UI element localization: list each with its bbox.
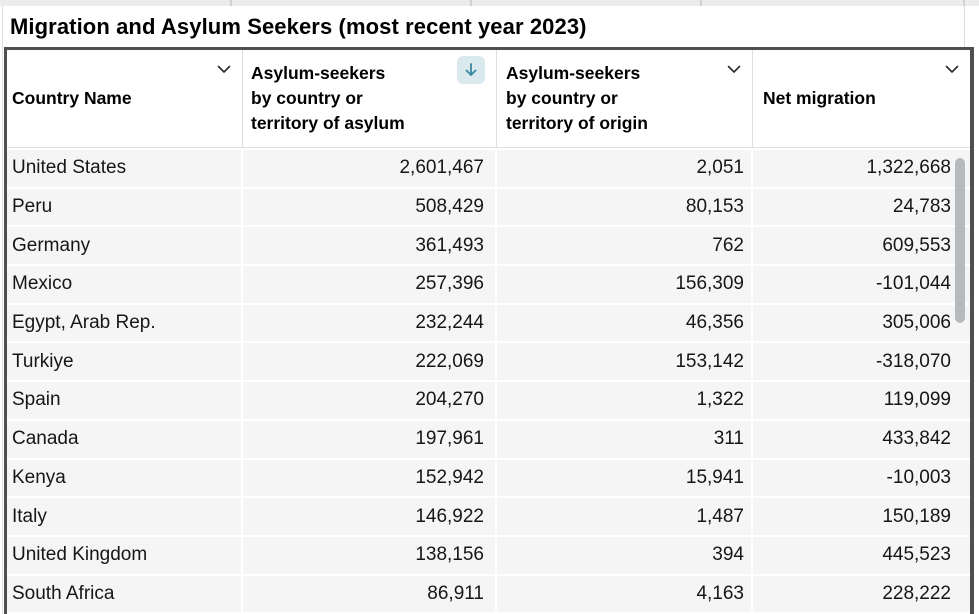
value-cell[interactable]: 156,309 [497,266,753,303]
value-cell[interactable]: 150,189 [753,498,970,535]
column-header-net-migration[interactable]: Net migration [753,50,970,147]
value-cell[interactable]: 24,783 [753,188,970,226]
value-cell[interactable]: 232,244 [243,304,497,342]
column-label: Asylum-seekers by country or territory o… [506,63,648,133]
column-label: Net migration [763,88,876,109]
value-cell[interactable]: 2,601,467 [243,150,497,187]
value-cell[interactable]: 257,396 [243,266,497,303]
value-cell[interactable]: 146,922 [243,498,497,535]
chevron-down-icon[interactable] [725,60,743,78]
country-cell[interactable]: Peru [7,188,243,226]
sort-descending-icon[interactable] [457,56,485,84]
chevron-down-icon[interactable] [943,60,961,78]
value-cell[interactable]: 222,069 [243,343,497,381]
value-cell[interactable]: 197,961 [243,420,497,458]
value-cell[interactable]: 508,429 [243,188,497,226]
table-body: United States 2,601,467 2,051 1,322,668 Peru… [7,150,970,613]
value-cell[interactable]: 228,222 [753,575,970,613]
value-cell[interactable]: 119,099 [753,382,970,419]
value-cell[interactable]: 152,942 [243,459,497,497]
country-cell[interactable]: Germany [7,227,243,265]
chevron-down-icon[interactable] [215,60,233,78]
table-row: United States 2,601,467 2,051 1,322,668 [7,150,970,187]
value-cell[interactable]: 86,911 [243,575,497,613]
column-tick [963,0,965,6]
value-cell[interactable]: 46,356 [497,304,753,342]
column-label: Country Name [12,88,132,109]
table-row: Kenya 152,942 15,941 -10,003 [7,459,970,497]
table-row: United Kingdom 138,156 394 445,523 [7,536,970,574]
column-header-asylum-by-asylum[interactable]: Asylum-seekers by country or territory o… [243,50,497,147]
value-cell[interactable]: 153,142 [497,343,753,381]
country-cell[interactable]: Turkiye [7,343,243,381]
table-row: Peru 508,429 80,153 24,783 [7,188,970,226]
country-cell[interactable]: Italy [7,498,243,535]
left-edge-line [2,6,3,614]
value-cell[interactable]: 305,006 [753,304,970,342]
table-row: Italy 146,922 1,487 150,189 [7,498,970,535]
column-header-asylum-by-origin[interactable]: Asylum-seekers by country or territory o… [497,50,753,147]
value-cell[interactable]: 4,163 [497,575,753,613]
column-tick [470,0,472,6]
value-cell[interactable]: 138,156 [243,536,497,574]
table-row: Spain 204,270 1,322 119,099 [7,382,970,419]
vertical-scrollbar-thumb[interactable] [955,158,965,323]
value-cell[interactable]: 361,493 [243,227,497,265]
value-cell[interactable]: 311 [497,420,753,458]
country-cell[interactable]: South Africa [7,575,243,613]
table-row: Mexico 257,396 156,309 -101,044 [7,266,970,303]
country-cell[interactable]: United Kingdom [7,536,243,574]
table-row: Turkiye 222,069 153,142 -318,070 [7,343,970,381]
table-title: Migration and Asylum Seekers (most recen… [10,13,587,39]
country-cell[interactable]: United States [7,150,243,187]
column-header-country[interactable]: Country Name [7,50,243,147]
value-cell[interactable]: 80,153 [497,188,753,226]
table-row: Canada 197,961 311 433,842 [7,420,970,458]
value-cell[interactable]: -101,044 [753,266,970,303]
table-row: Egypt, Arab Rep. 232,244 46,356 305,006 [7,304,970,342]
top-edge-strip [0,0,979,6]
column-tick [700,0,702,6]
value-cell[interactable]: 609,553 [753,227,970,265]
table-header-row: Country Name Asylum-seekers by country o… [7,50,970,148]
country-cell[interactable]: Canada [7,420,243,458]
column-label: Asylum-seekers by country or territory o… [251,63,405,133]
data-table: Country Name Asylum-seekers by country o… [4,47,974,614]
table-row: Germany 361,493 762 609,553 [7,227,970,265]
value-cell[interactable]: 394 [497,536,753,574]
value-cell[interactable]: 762 [497,227,753,265]
value-cell[interactable]: 204,270 [243,382,497,419]
table-row: South Africa 86,911 4,163 228,222 [7,575,970,613]
country-cell[interactable]: Kenya [7,459,243,497]
value-cell[interactable]: 1,322,668 [753,150,970,187]
title-bar: Migration and Asylum Seekers (most recen… [3,6,965,47]
value-cell[interactable]: -318,070 [753,343,970,381]
value-cell[interactable]: 15,941 [497,459,753,497]
value-cell[interactable]: -10,003 [753,459,970,497]
country-cell[interactable]: Mexico [7,266,243,303]
country-cell[interactable]: Egypt, Arab Rep. [7,304,243,342]
value-cell[interactable]: 433,842 [753,420,970,458]
column-tick [230,0,232,6]
value-cell[interactable]: 445,523 [753,536,970,574]
value-cell[interactable]: 1,322 [497,382,753,419]
country-cell[interactable]: Spain [7,382,243,419]
value-cell[interactable]: 1,487 [497,498,753,535]
value-cell[interactable]: 2,051 [497,150,753,187]
